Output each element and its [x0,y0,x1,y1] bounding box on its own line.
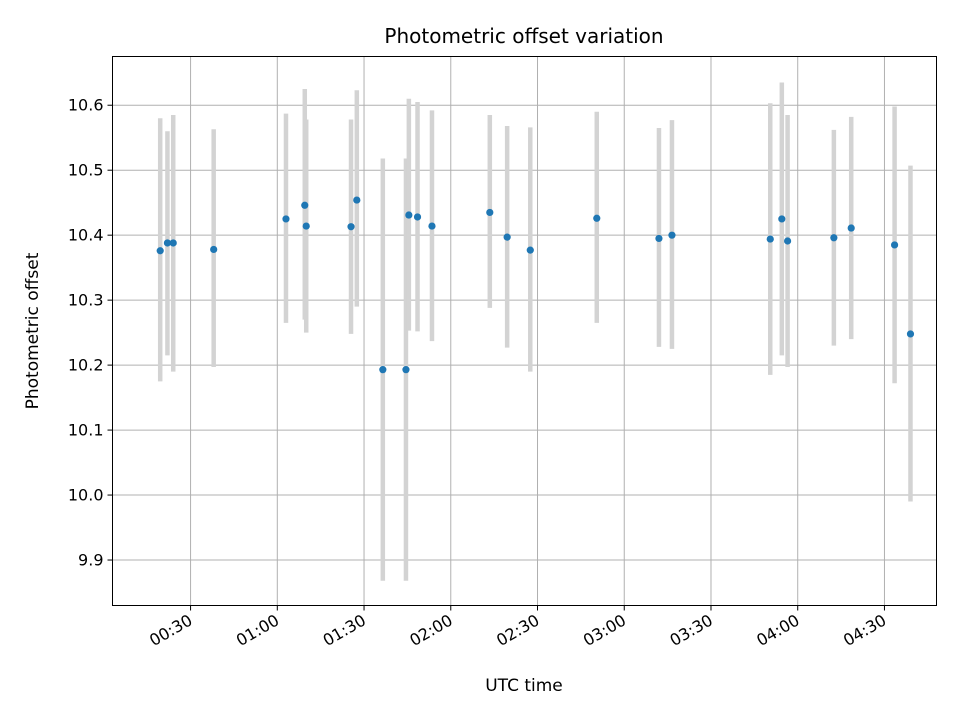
x-tick-label: 00:30 [146,611,195,651]
data-point [526,246,534,254]
data-point [593,214,601,222]
data-point [847,224,855,232]
data-point [778,215,786,223]
data-point [282,215,290,223]
x-tick-label: 02:00 [406,611,455,651]
data-point [428,222,436,230]
plot-frame [112,56,937,606]
data-point [413,213,422,221]
data-point [784,237,792,245]
x-tick-label: 03:30 [667,611,716,651]
data-point [379,366,387,374]
x-tick-label: 02:30 [493,611,542,651]
data-point [210,245,218,254]
data-point [890,241,899,249]
x-tick-label: 04:00 [753,611,802,651]
data-point [163,239,172,247]
x-tick-label: 01:00 [233,611,282,651]
data-point [766,235,774,243]
y-tick-label: 10.3 [68,291,104,310]
y-tick-label: 10.2 [68,356,104,375]
data-point [301,201,309,209]
y-axis-label: Photometric offset [23,252,43,409]
y-tick-label: 10.6 [68,96,104,115]
data-point [486,208,494,217]
data-points [156,196,915,374]
data-point [353,196,361,204]
x-axis-label: UTC time [485,676,563,696]
data-point [906,330,915,338]
x-tick-label: 01:30 [320,611,369,651]
y-tick-label: 10.4 [68,226,104,245]
x-tick-label: 03:00 [580,611,629,651]
data-point [302,222,310,230]
chart-title: Photometric offset variation [384,24,663,48]
data-point [503,233,511,241]
data-point [402,366,410,374]
y-tick-label: 10.1 [68,421,104,440]
data-point [347,223,355,231]
data-point [655,234,663,243]
y-tick-label: 9.9 [78,551,103,570]
x-tick-label: 04:30 [840,611,889,651]
data-point [156,247,164,255]
grid-lines [112,56,937,606]
axis-ticks: 00:30 01:00 01:30 02:00 02:30 03:00 03:30 04:00… [68,96,890,650]
data-point [169,239,177,247]
data-point [830,234,838,242]
data-point [405,211,413,219]
y-tick-label: 10.5 [68,161,104,180]
data-point [668,231,676,239]
y-tick-label: 10.0 [68,486,104,505]
